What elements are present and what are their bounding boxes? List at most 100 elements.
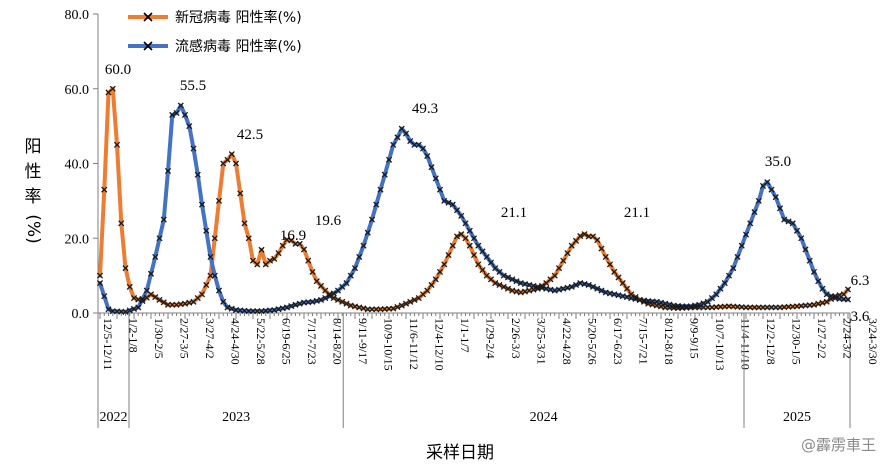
point-flu [385,156,393,163]
point-covid [615,274,622,281]
point-flu [203,227,210,234]
point-covid [475,261,482,268]
x-tick-label: 1/30-2/5 [152,318,166,359]
point-covid [555,265,563,272]
y-axis-ticks: 0.0 20.0 40.0 60.0 80.0 [65,8,98,322]
x-tick-label: 2/27-3/5 [178,318,192,359]
peak-label-flu-2: 49.3 [412,101,438,117]
point-flu [181,111,189,118]
point-flu [802,246,809,253]
point-flu [368,216,376,223]
year-label: 2022 [100,410,128,425]
point-flu [147,270,155,277]
point-flu [572,281,580,289]
peak-labels: 60.0 55.5 42.5 16.9 19.6 49.3 21.1 21.1 … [105,62,870,325]
y-tick-label: 60.0 [65,83,90,98]
peak-label-covid-1: 60.0 [105,62,131,78]
point-covid [462,235,469,242]
point-flu [207,253,214,260]
peak-label-covid-3: 16.9 [280,228,306,244]
legend-marker-flu [143,41,153,51]
point-flu [598,287,605,294]
point-flu [589,283,597,290]
point-covid [402,300,410,307]
y-axis-title: 阳 性 率 (%) [23,137,43,244]
x-tick-label: 7/17-7/23 [305,318,319,365]
point-covid [577,232,584,240]
point-flu [466,227,473,234]
point-flu [96,280,104,287]
point-covid [428,281,435,289]
x-tick-label: 11/6-11/12 [407,318,421,370]
point-flu [139,295,146,303]
point-flu [424,152,431,160]
point-flu [220,298,227,305]
point-flu [513,278,520,285]
point-covid [258,246,265,253]
peak-label-flu-1: 55.5 [180,78,206,94]
point-covid [840,291,847,298]
y-tick-label: 20.0 [65,232,90,247]
x-tick-label: 7/15-7/21 [637,318,651,365]
point-covid [254,261,261,268]
point-covid [606,261,614,268]
x-tick-label: 5/20-5/26 [586,318,600,365]
point-flu [436,186,444,193]
point-covid [598,245,605,252]
point-covid [228,151,235,158]
point-flu [317,296,325,303]
point-flu [198,201,206,208]
point-covid [313,278,320,285]
point-flu [288,303,295,310]
point-covid [815,300,822,307]
x-tick-label: 12/5-12/11 [101,318,115,370]
x-tick-label: 8/14-8/20 [331,318,345,365]
x-axis-title: 采样日期 [426,443,494,463]
point-flu [419,145,427,152]
y-tick-label: 40.0 [65,158,90,173]
end-label-flu: 3.6 [851,309,870,325]
x-tick-label: 4/24-4/30 [229,318,243,365]
point-covid [334,296,342,303]
point-covid [130,294,138,302]
point-covid [266,257,274,264]
point-flu [725,272,733,279]
point-covid [810,301,818,308]
point-flu [390,141,397,148]
legend-entry-covid: 新冠病毒 阳性率(%) [128,9,302,26]
year-label: 2024 [530,410,558,425]
end-label-covid: 6.3 [851,273,870,289]
y-axis-title-char-2: 性 [25,162,42,182]
point-flu [194,171,201,178]
peak-label-covid-4: 19.6 [315,213,342,229]
point-flu [105,306,112,313]
point-covid [317,282,325,289]
x-tick-label: 12/2-12/8 [764,318,778,365]
point-flu [798,235,805,242]
point-flu [713,291,720,298]
point-flu [479,248,486,255]
x-tick-label: 3/24-3/30 [866,318,880,365]
point-covid [572,237,580,244]
point-covid [823,298,830,305]
x-tick-label: 1/27-2/2 [815,318,829,359]
point-covid [819,299,826,306]
x-tick-label: 12/4-12/10 [433,318,447,371]
x-tick-label: 9/11-9/17 [356,318,370,364]
x-tick-label: 3/25-3/31 [535,318,549,365]
y-tick-label: 80.0 [65,8,90,23]
point-covid [156,296,163,303]
point-flu [160,216,167,223]
point-flu [441,197,448,204]
point-covid [101,186,108,193]
watermark: @霹雳車王 [801,436,876,454]
x-tick-label: 5/22-5/28 [254,318,268,365]
point-flu [742,231,750,238]
x-tick-label: 10/7-10/13 [713,318,727,371]
point-covid [245,235,252,242]
point-flu [823,291,830,298]
point-flu [509,276,516,283]
point-covid [271,255,278,262]
point-covid [453,233,461,240]
point-flu [844,296,852,303]
